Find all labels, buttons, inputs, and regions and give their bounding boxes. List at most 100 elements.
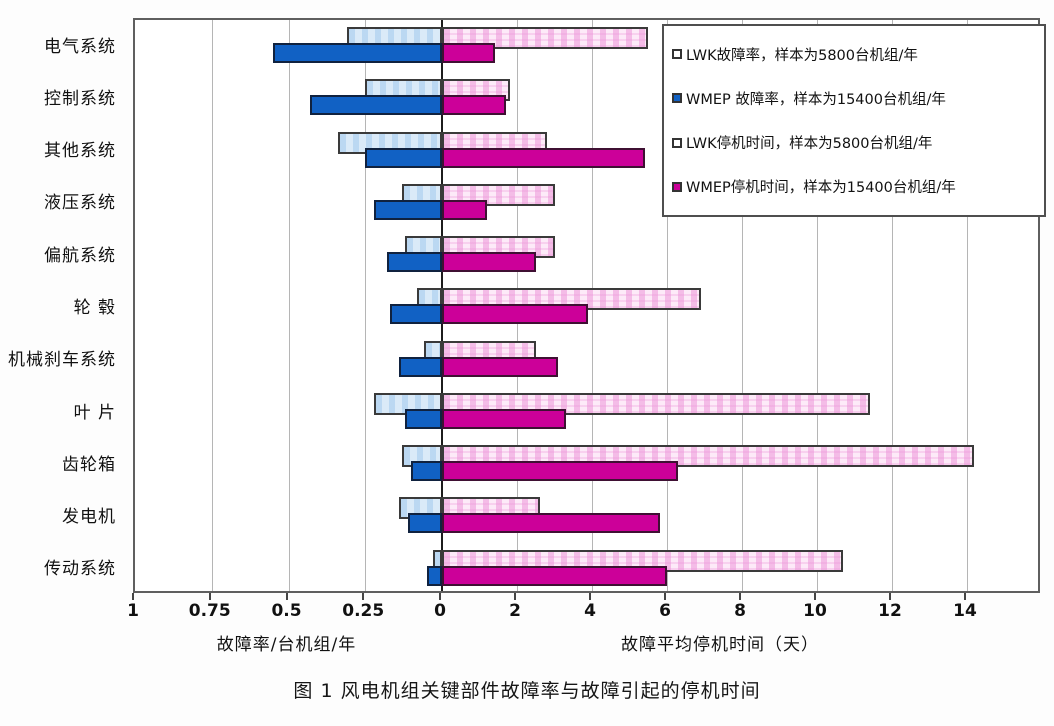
legend: LWK故障率，样本为5800台机组/年 WMEP 故障率，样本为15400台机组/… [662, 24, 1046, 217]
bar-wmep-downtime [442, 513, 660, 534]
x-tick-left-0.75-tick [208, 593, 211, 600]
category-label: 轮 毂 [73, 297, 116, 318]
legend-label: WMEP 故障率，样本为15400台机组/年 [686, 91, 946, 108]
x-tick-right-4-label: 4 [584, 601, 596, 621]
bar-wmep-downtime [442, 304, 589, 325]
category-label: 叶 片 [73, 402, 116, 423]
x-tick-left-0.25-label: 0.25 [342, 601, 385, 621]
bar-wmep-failure-rate [405, 408, 442, 429]
bar-row [135, 20, 1038, 72]
bar-wmep-failure-rate [374, 199, 442, 220]
x-tick-right-12-label: 12 [878, 601, 902, 621]
x-tick-right-4-tick [589, 593, 591, 600]
x-tick-right-14-tick [964, 593, 966, 600]
x-tick-left-0.5-tick [285, 593, 288, 600]
category-label: 发电机 [62, 507, 116, 528]
x-tick-right-8-tick [739, 593, 741, 600]
bar-lwk-downtime [442, 27, 649, 49]
legend-item-1: WMEP 故障率，样本为15400台机组/年 [672, 88, 1036, 109]
category-label: 偏航系统 [44, 245, 116, 266]
x-tick-right-8-label: 8 [734, 601, 746, 621]
legend-item-0: LWK故障率，样本为5800台机组/年 [672, 44, 1036, 65]
left-axis-title: 故障率/台机组/年 [216, 635, 357, 655]
bar-lwk-downtime [442, 183, 555, 206]
x-tick-right-14-label: 14 [953, 601, 977, 621]
gridline-left-0.75 [211, 20, 213, 591]
legend-label: WMEP停机时间，样本为15400台机组/年 [686, 180, 956, 197]
category-label: 传动系统 [44, 559, 116, 580]
x-tick-left-1-tick [132, 593, 134, 600]
bar-row [135, 177, 1038, 229]
bar-wmep-failure-rate [426, 565, 442, 586]
x-tick-right-6-tick [664, 593, 666, 600]
legend-swatch-icon [672, 181, 682, 192]
gridline-left-0.25 [365, 20, 367, 591]
category-label: 机械刹车系统 [8, 350, 116, 371]
plot-area: LWK故障率，样本为5800台机组/年 WMEP 故障率，样本为15400台机组/… [133, 18, 1046, 595]
gridline-right-8 [742, 20, 743, 591]
gridline-right-10 [817, 20, 818, 591]
bar-lwk-downtime [442, 236, 555, 259]
right-axis-title: 故障平均停机时间（天） [621, 635, 819, 655]
gridline-right-12 [892, 20, 893, 591]
bar-wmep-downtime [442, 252, 536, 273]
category-label: 其他系统 [44, 141, 116, 162]
category-label: 控制系统 [44, 88, 116, 109]
bar-lwk-downtime [442, 549, 844, 572]
category-axis: 电气系统控制系统其他系统液压系统偏航系统轮 毂机械刹车系统叶 片齿轮箱发电机传动… [0, 18, 126, 593]
bar-row [135, 490, 1038, 542]
legend-item-3: WMEP停机时间，样本为15400台机组/年 [672, 176, 1036, 197]
bar-wmep-failure-rate [365, 147, 442, 168]
x-tick-zero-tick [439, 593, 442, 600]
category-label: 齿轮箱 [62, 454, 116, 475]
bar-wmep-downtime [442, 199, 487, 220]
x-tick-left-1-label: 1 [127, 601, 139, 621]
x-tick-left-0.25-tick [362, 593, 365, 600]
legend-label: LWK停机时间，样本为5800台机组/年 [686, 136, 933, 153]
bar-row [135, 72, 1038, 124]
x-axis: 1 0.75 0.5 0.25 0 2 4 6 8 10 12 14 [127, 593, 1040, 627]
bar-wmep-downtime [442, 461, 679, 482]
legend-swatch-icon [672, 137, 682, 148]
legend-label: LWK故障率，样本为5800台机组/年 [686, 47, 918, 64]
bar-row [135, 543, 1038, 595]
x-tick-right-2-tick [514, 593, 517, 600]
gridline-right-14 [967, 20, 968, 591]
category-label: 液压系统 [44, 193, 116, 214]
bar-row [135, 334, 1038, 386]
bar-row [135, 229, 1038, 281]
bar-wmep-downtime [442, 565, 667, 586]
bar-lwk-downtime [442, 392, 870, 415]
x-tick-zero-label: 0 [434, 601, 446, 621]
bar-wmep-failure-rate [411, 461, 442, 482]
bar-row [135, 281, 1038, 333]
bar-wmep-downtime [442, 95, 506, 116]
bar-wmep-failure-rate [273, 43, 443, 63]
x-tick-right-10-tick [814, 593, 816, 600]
bar-wmep-failure-rate [310, 95, 443, 116]
x-tick-left-0.5-label: 0.5 [271, 601, 302, 621]
x-tick-right-2-label: 2 [509, 601, 521, 621]
x-tick-right-10-label: 10 [803, 601, 827, 621]
x-tick-left-0.75-label: 0.75 [188, 601, 231, 621]
bar-lwk-downtime [442, 340, 536, 363]
bar-wmep-failure-rate [399, 356, 442, 377]
x-tick-right-12-tick [889, 593, 891, 600]
bar-wmep-failure-rate [389, 304, 442, 325]
legend-swatch-icon [672, 93, 682, 104]
bar-row [135, 438, 1038, 490]
bar-lwk-downtime [442, 79, 510, 102]
figure-caption: 图 1 风电机组关键部件故障率与故障引起的停机时间 [293, 680, 761, 702]
legend-swatch-icon [672, 49, 682, 60]
legend-item-2: LWK停机时间，样本为5800台机组/年 [672, 132, 1036, 153]
bar-wmep-downtime [442, 408, 566, 429]
gridline-left-0.5 [288, 20, 290, 591]
bar-lwk-downtime [442, 445, 975, 468]
bar-lwk-downtime [442, 497, 540, 520]
bar-wmep-downtime [442, 147, 645, 168]
x-tick-right-6-label: 6 [659, 601, 671, 621]
category-label: 电气系统 [44, 36, 116, 57]
bar-wmep-downtime [442, 356, 559, 377]
bar-wmep-downtime [442, 43, 495, 63]
